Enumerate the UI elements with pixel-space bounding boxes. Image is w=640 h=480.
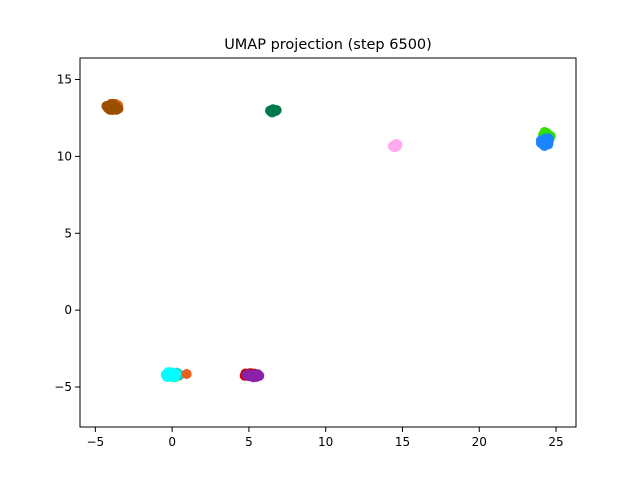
y-tick-label: −5 bbox=[54, 380, 72, 394]
y-tick-label: 15 bbox=[57, 73, 72, 87]
scatter-point bbox=[181, 369, 192, 379]
scatter-point bbox=[162, 371, 172, 381]
x-tick-label: 5 bbox=[245, 435, 253, 449]
plot-frame bbox=[79, 57, 577, 428]
scatter-point bbox=[391, 141, 402, 152]
x-tick-label: 0 bbox=[168, 435, 176, 449]
x-tick-label: 20 bbox=[472, 435, 487, 449]
scatter-point bbox=[107, 104, 118, 115]
y-tick-label: 5 bbox=[64, 226, 72, 240]
x-axis-ticks: −5 0 5 10 15 20 25 bbox=[87, 427, 564, 449]
scatter-point bbox=[252, 370, 263, 381]
points-layer bbox=[101, 98, 556, 383]
y-tick-label: 0 bbox=[64, 303, 72, 317]
y-tick-label: 10 bbox=[57, 149, 72, 163]
x-tick-label: 25 bbox=[548, 435, 563, 449]
x-tick-label: 15 bbox=[395, 435, 410, 449]
x-tick-label: 10 bbox=[318, 435, 333, 449]
y-axis-ticks: −5 0 5 10 15 bbox=[54, 73, 80, 394]
scatter-point bbox=[542, 139, 553, 150]
chart-title: UMAP projection (step 6500) bbox=[224, 37, 432, 53]
scatter-point bbox=[266, 106, 277, 117]
x-tick-label: −5 bbox=[87, 435, 105, 449]
